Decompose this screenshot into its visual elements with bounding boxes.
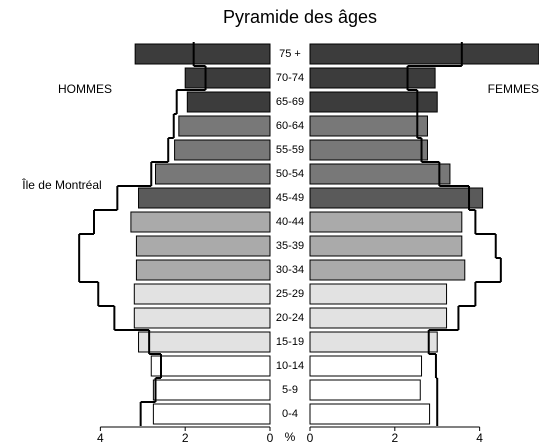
- category-label: 75 +: [279, 48, 301, 60]
- outline-label: Île de Montréal: [21, 177, 101, 192]
- bar: [178, 115, 271, 137]
- bar: [138, 331, 271, 353]
- x-tick-label: 0: [267, 431, 274, 445]
- category-label: 50-54: [276, 168, 304, 180]
- bar: [309, 211, 463, 233]
- bar: [130, 211, 271, 233]
- category-label: 10-14: [276, 360, 304, 372]
- legend-women: FEMMES: [488, 82, 539, 96]
- bar: [309, 379, 421, 401]
- x-tick-label: 0: [307, 431, 314, 445]
- bar: [134, 43, 271, 65]
- bar: [309, 67, 436, 89]
- bar: [135, 259, 271, 281]
- bar: [309, 139, 428, 161]
- legend-men: HOMMES: [58, 82, 112, 96]
- bar: [133, 283, 271, 305]
- x-tick-label: 2: [182, 431, 189, 445]
- bar: [152, 379, 271, 401]
- bar: [309, 187, 484, 209]
- bar: [309, 331, 438, 353]
- bar: [133, 307, 271, 329]
- category-label: 60-64: [276, 120, 304, 132]
- bar: [135, 235, 271, 257]
- category-label: 65-69: [276, 96, 304, 108]
- bar: [184, 67, 271, 89]
- bar: [309, 403, 431, 425]
- bar: [309, 163, 451, 185]
- category-label: 40-44: [276, 216, 304, 228]
- category-label: 0-4: [282, 408, 298, 420]
- bar: [138, 187, 271, 209]
- bar: [309, 283, 448, 305]
- bar: [309, 115, 428, 137]
- bar: [309, 43, 539, 65]
- category-label: 30-34: [276, 264, 304, 276]
- category-label: 70-74: [276, 72, 304, 84]
- bar: [309, 235, 463, 257]
- x-tick-label: 4: [97, 431, 104, 445]
- bar: [309, 91, 438, 113]
- bar: [152, 403, 271, 425]
- bar: [155, 163, 271, 185]
- bar: [186, 91, 271, 113]
- x-tick-label: 2: [391, 431, 398, 445]
- bar: [309, 307, 448, 329]
- x-tick-label: 4: [476, 431, 483, 445]
- category-label: 55-59: [276, 144, 304, 156]
- chart-title: Pyramide des âges: [223, 7, 377, 27]
- category-label: 15-19: [276, 336, 304, 348]
- category-label: 35-39: [276, 240, 304, 252]
- bar: [309, 259, 466, 281]
- category-label: 45-49: [276, 192, 304, 204]
- unit-label: %: [285, 430, 296, 444]
- bar: [150, 355, 271, 377]
- category-label: 20-24: [276, 312, 304, 324]
- bar: [174, 139, 271, 161]
- category-label: 25-29: [276, 288, 304, 300]
- category-label: 5-9: [282, 384, 298, 396]
- bar: [309, 355, 423, 377]
